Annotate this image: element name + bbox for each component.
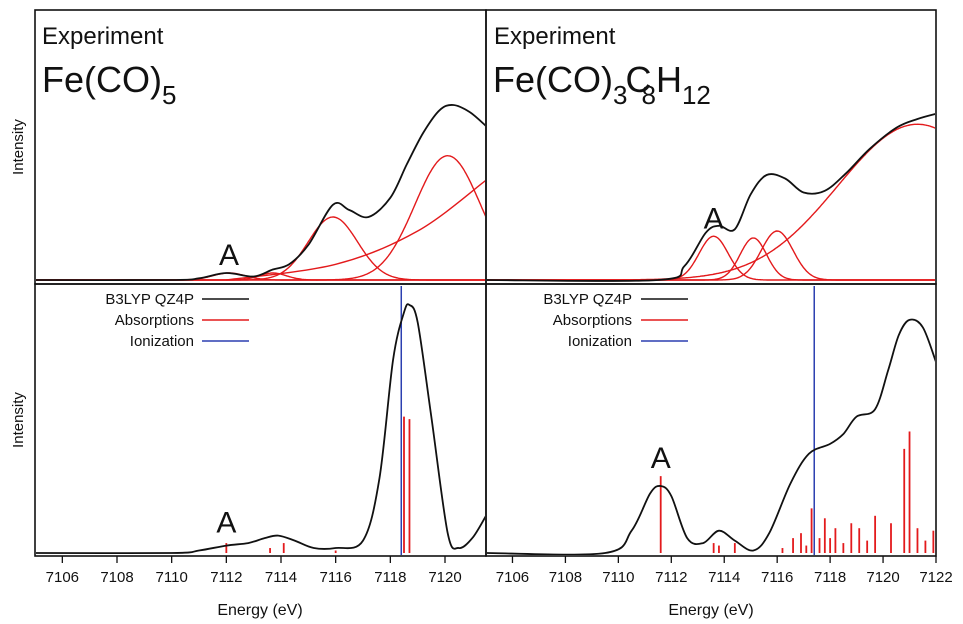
total-spectrum-curve (487, 113, 935, 282)
component-curve-component_2 (487, 237, 935, 281)
plot-clip-group (36, 286, 485, 555)
formula-subscript: 5 (162, 80, 176, 110)
x-tick-label: 7118 (814, 569, 846, 586)
x-axis-label-right: Energy (eV) (668, 602, 753, 619)
x-tick-label: 7116 (320, 569, 352, 586)
x-tick-label: 7116 (761, 569, 793, 586)
legend-bottom-right: B3LYP QZ4P Absorptions Ionization (543, 291, 688, 350)
component-curve-edge (226, 180, 485, 281)
plot-clip-group (487, 286, 935, 555)
total-spectrum-curve (36, 104, 485, 282)
legend-label-total: B3LYP QZ4P (105, 291, 194, 308)
plot-area-bottom-left: 7106 7108 7110 7112 7114 7116 7118 7120 (36, 286, 485, 586)
x-tick-label: 7108 (549, 569, 582, 586)
x-tick-label: 7120 (866, 569, 899, 586)
formula-base-1: Fe(CO) (493, 59, 613, 100)
formula-subscript-3: 12 (682, 80, 711, 110)
legend-label-absorptions: Absorptions (553, 312, 632, 329)
peak-label-a-top-right: A (704, 202, 724, 235)
panel-frame-bottom-right (485, 283, 937, 557)
x-tick-label: 7110 (156, 569, 188, 586)
x-tick-label: 7114 (265, 569, 297, 586)
component-curve-component_A (487, 235, 935, 281)
x-tick-label: 7106 (46, 569, 79, 586)
peak-label-a-bottom-right: A (651, 442, 671, 475)
legend-label-absorptions: Absorptions (115, 312, 194, 329)
plot-clip-group (36, 104, 485, 282)
legend-label-ionization: Ionization (130, 333, 194, 350)
x-tick-label: 7112 (210, 569, 242, 586)
x-tick-label: 7110 (602, 569, 634, 586)
formula-base: Fe(CO) (42, 59, 162, 100)
x-tick-label: 7112 (655, 569, 687, 586)
panel-frame-top-left (34, 9, 487, 285)
total-spectrum-curve (36, 303, 485, 555)
x-tick-label: 7122 (919, 569, 952, 586)
heading-top-left: Experiment (42, 23, 164, 50)
formula-subscript-1: 3 (613, 80, 627, 110)
peak-label-a-top-left: A (219, 239, 239, 272)
y-axis-label-bottom: Intensity (10, 392, 27, 448)
panel-frame-top-right (485, 9, 937, 285)
component-curve-component_3 (36, 216, 485, 281)
total-spectrum-curve (487, 318, 935, 555)
plot-area-top-left (36, 104, 485, 282)
plot-area-bottom-right: 7106 7108 7110 7112 7114 7116 7118 7120 7122 (487, 286, 953, 586)
x-tick-label: 7108 (100, 569, 133, 586)
x-tick-label: 7106 (496, 569, 529, 586)
x-tick-label: 7114 (708, 569, 740, 586)
formula-subscript-2: 8 (641, 80, 655, 110)
plot-area-top-right (487, 113, 935, 282)
formula-base-3: H (656, 59, 682, 100)
x-tick-label: 7120 (428, 569, 461, 586)
plot-clip-group (487, 113, 935, 282)
x-tick-label: 7118 (374, 569, 406, 586)
component-curve-component_4 (36, 155, 485, 281)
y-axis-label-top: Intensity (10, 119, 27, 175)
x-axis-label-left: Energy (eV) (217, 602, 302, 619)
heading-top-right: Experiment (494, 23, 616, 50)
peak-label-a-bottom-left: A (216, 507, 236, 540)
legend-bottom-left: B3LYP QZ4P Absorptions Ionization (105, 291, 249, 350)
formula-top-right: Fe(CO)3C8H12 (493, 59, 711, 110)
component-curve-component_3 (487, 230, 935, 281)
formula-top-left: Fe(CO)5 (42, 59, 176, 110)
legend-label-ionization: Ionization (568, 333, 632, 350)
formula-base-2: C (625, 59, 651, 100)
legend-label-total: B3LYP QZ4P (543, 291, 632, 308)
